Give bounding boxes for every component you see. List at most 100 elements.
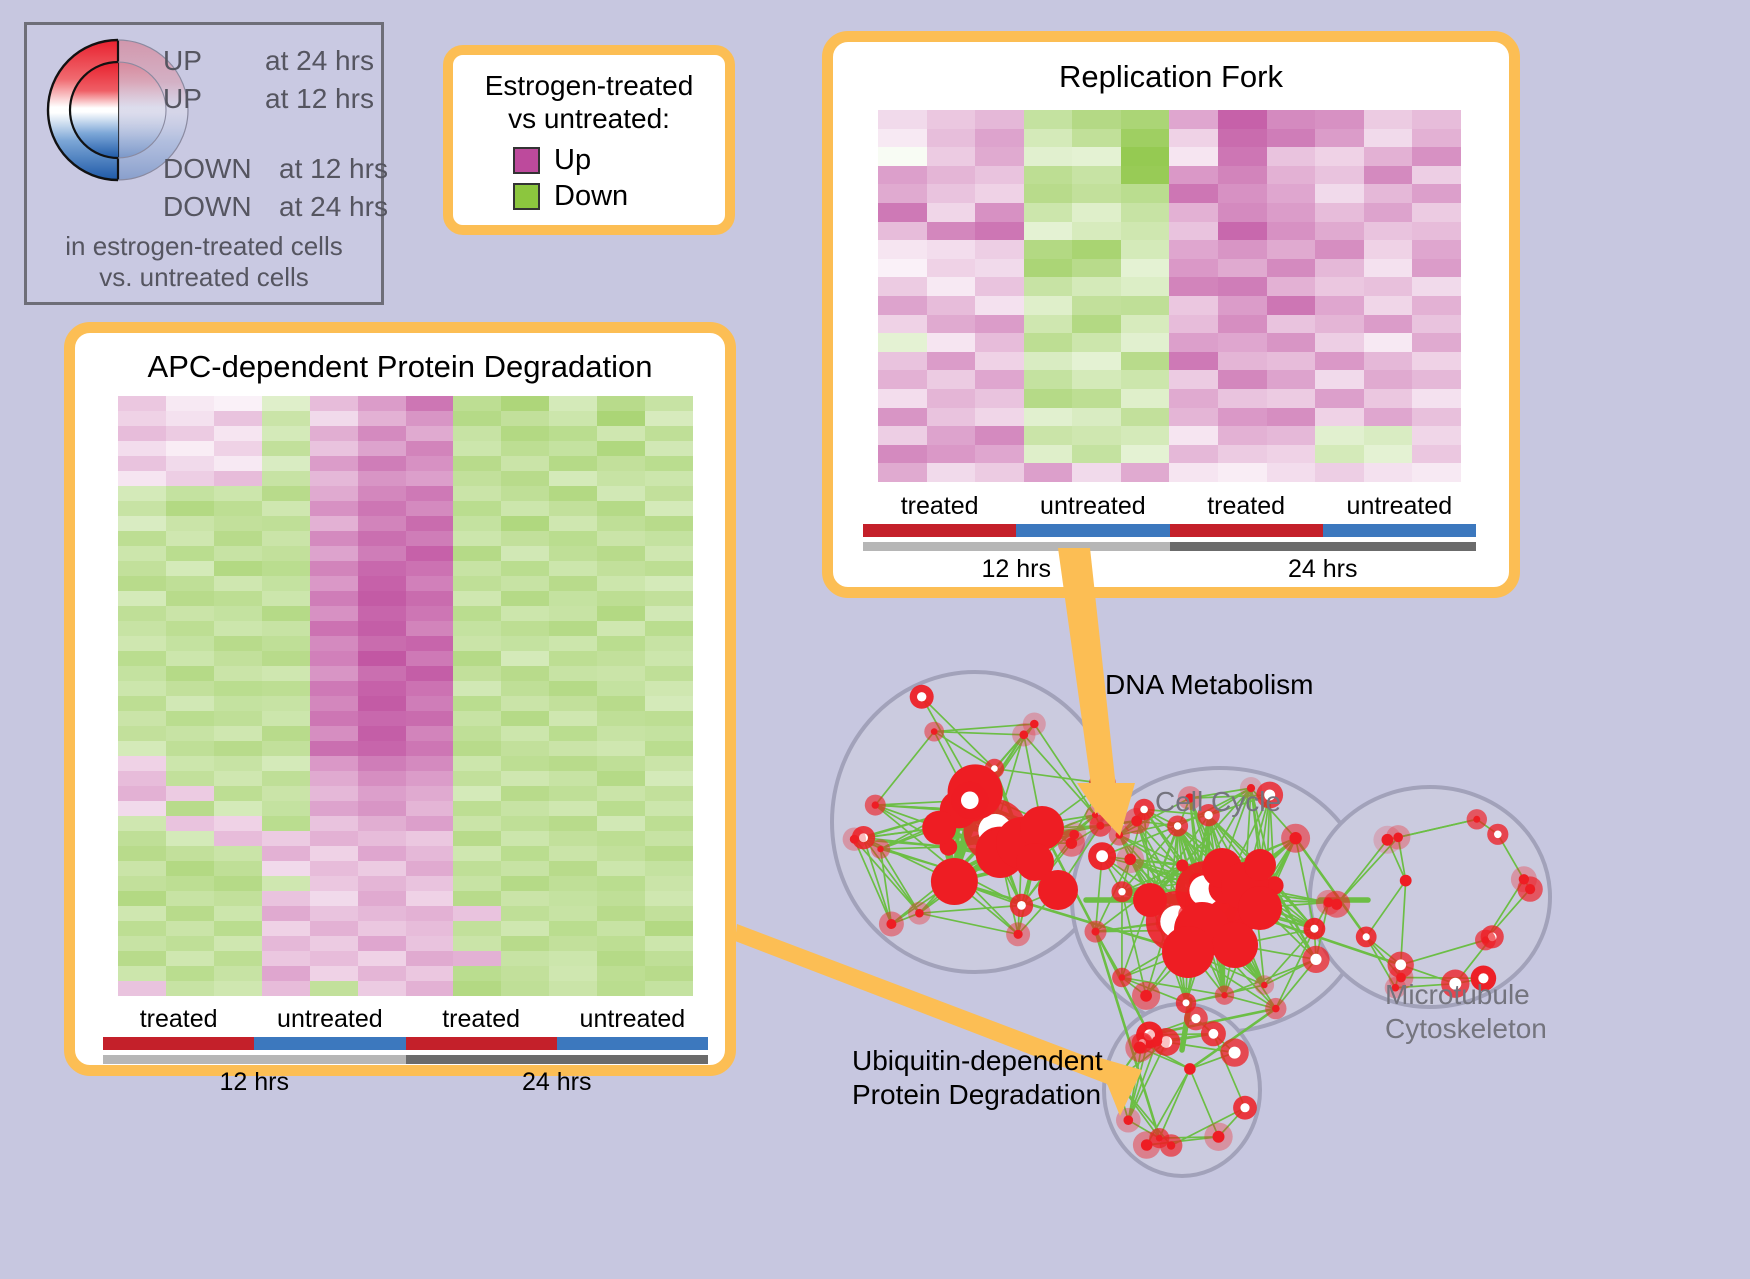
network-node-core xyxy=(1065,837,1078,849)
heatmap-cell xyxy=(261,846,310,861)
heatmap-cell xyxy=(165,921,214,936)
heatmap-cell xyxy=(405,516,454,531)
heatmap-cell xyxy=(405,786,454,801)
heatmap-cell xyxy=(1363,296,1413,315)
heatmap-cell xyxy=(1218,277,1267,296)
heatmap-cell xyxy=(261,411,310,426)
heatmap-cell xyxy=(1218,407,1267,427)
colorscale-key-box: UP at 24 hrs UP at 12 hrs DOWN at 12 hrs… xyxy=(24,22,388,305)
heatmap-cell xyxy=(405,621,454,636)
heatmap-cell xyxy=(645,831,693,846)
heatmap-cell xyxy=(118,756,166,771)
heatmap-cell xyxy=(357,636,406,651)
heatmap-cell xyxy=(645,726,693,741)
heatmap-cell xyxy=(309,936,358,951)
heatmap-cell xyxy=(405,411,454,426)
heatmap-cell xyxy=(1023,277,1073,296)
network-edge xyxy=(1188,787,1252,799)
heatmap-cell xyxy=(1266,221,1316,241)
heatmap-cell xyxy=(878,221,927,241)
heatmap-cell xyxy=(118,516,166,531)
network-node-core xyxy=(859,833,868,843)
heatmap-cell xyxy=(645,951,693,966)
heatmap-cell xyxy=(645,621,693,636)
heatmap-cell xyxy=(453,891,502,906)
heatmap-cell xyxy=(1315,165,1364,185)
heatmap-cell xyxy=(1023,147,1073,166)
heatmap-cell xyxy=(261,966,310,981)
heatmap-cell xyxy=(597,426,646,441)
heatmap-cell xyxy=(1120,147,1170,166)
heatmap-cell xyxy=(453,441,502,456)
network-node-core xyxy=(1331,898,1343,910)
heatmap-cell xyxy=(878,184,927,203)
heatmap-cell xyxy=(1072,110,1121,129)
heatmap-cell xyxy=(1315,463,1364,482)
heatmap-cell xyxy=(1169,277,1219,296)
heatmap-cell xyxy=(549,396,598,411)
network-edge xyxy=(1397,836,1407,882)
heatmap-cell xyxy=(118,891,166,906)
heatmap-cell xyxy=(357,396,406,411)
heatmap-cell xyxy=(453,456,502,471)
heatmap-cell xyxy=(1120,165,1170,185)
heatmap-cell xyxy=(118,486,166,501)
heatmap-cell xyxy=(261,816,310,831)
legend-items: Up Down xyxy=(453,144,725,213)
heatmap-cell xyxy=(357,501,406,516)
network-node-core xyxy=(1069,829,1080,840)
heatmap-cell xyxy=(405,981,454,996)
heatmap-cell xyxy=(309,966,358,981)
heatmap-cell xyxy=(165,531,214,546)
heatmap-cell xyxy=(501,906,550,921)
heatmap-cell xyxy=(975,333,1024,352)
heatmap-cell xyxy=(645,801,693,816)
heatmap-cell xyxy=(1120,314,1170,334)
heatmap-cell xyxy=(645,861,693,876)
heatmap-cell xyxy=(453,786,502,801)
heatmap-cell xyxy=(357,681,406,696)
network-node xyxy=(930,858,978,905)
replication-fork-axis: treated untreated treated untreated 12 h… xyxy=(863,492,1476,584)
heatmap-cell xyxy=(1218,444,1267,464)
heatmap-cell xyxy=(1315,314,1364,334)
heatmap-cell xyxy=(549,636,598,651)
heatmap-cell xyxy=(975,407,1024,427)
heatmap-cell xyxy=(165,396,214,411)
network-edge xyxy=(853,838,921,915)
heatmap-cell xyxy=(213,711,262,726)
network-node-core xyxy=(930,728,938,735)
heatmap-cell xyxy=(453,696,502,711)
network-edge xyxy=(1121,825,1179,893)
treatment-label-2: treated xyxy=(1207,492,1286,520)
heatmap-cell xyxy=(405,591,454,606)
network-node-core xyxy=(1204,811,1213,820)
heatmap-cell xyxy=(878,203,927,222)
heatmap-cell xyxy=(975,426,1024,445)
heatmap-cell xyxy=(975,240,1024,259)
heatmap-cell xyxy=(1072,258,1121,278)
network-node-core xyxy=(1133,1041,1146,1054)
heatmap-cell xyxy=(645,786,693,801)
legend-title-line-1: Estrogen-treated xyxy=(484,70,694,101)
heatmap-cell xyxy=(1169,314,1219,334)
treatment-bar-segment-0 xyxy=(103,1037,255,1050)
timepoint-bar-segment-0 xyxy=(863,542,1170,551)
heatmap-cell xyxy=(213,696,262,711)
network-node-core xyxy=(1185,793,1195,803)
heatmap-cell xyxy=(405,711,454,726)
network-node-core xyxy=(1030,719,1039,729)
network-node-core xyxy=(1395,959,1407,971)
heatmap-cell xyxy=(645,471,693,486)
heatmap-cell xyxy=(645,516,693,531)
heatmap-cell xyxy=(453,531,502,546)
heatmap-cell xyxy=(118,951,166,966)
heatmap-cell xyxy=(405,906,454,921)
heatmap-cell xyxy=(453,906,502,921)
heatmap-cell xyxy=(645,876,693,891)
heatmap-cell xyxy=(1218,389,1267,408)
heatmap-cell xyxy=(597,981,646,996)
heatmap-cell xyxy=(118,396,166,411)
heatmap-cell xyxy=(213,516,262,531)
heatmap-cell xyxy=(878,258,927,278)
